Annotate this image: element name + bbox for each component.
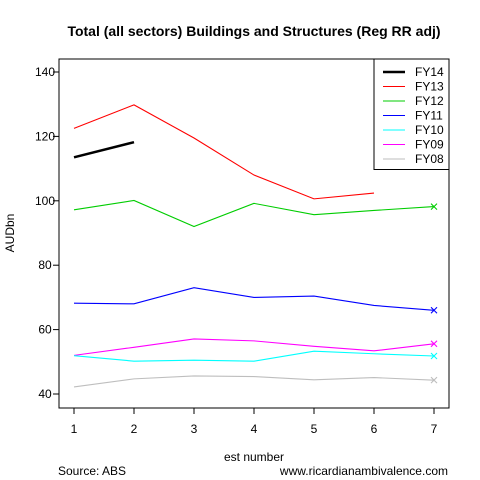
series-line-fy13 <box>73 104 375 200</box>
series-end-marker-fy08 <box>430 376 438 384</box>
legend-label-fy14: FY14 <box>415 65 444 79</box>
website-note: www.ricardianambivalence.com <box>279 464 448 478</box>
y-tick-label: 100 <box>35 194 55 208</box>
series-end-marker-fy09 <box>430 340 438 348</box>
series-line-fy14 <box>73 140 135 159</box>
series-end-marker-fy12 <box>430 203 438 210</box>
x-tick-label: 4 <box>251 422 258 436</box>
legend-label-fy09: FY09 <box>415 138 444 152</box>
series-end-marker-fy11 <box>430 306 438 314</box>
y-tick-label: 60 <box>38 323 52 337</box>
series-end-marker-fy10 <box>430 352 438 360</box>
x-axis: 1 2 3 4 5 6 7 <box>71 408 438 436</box>
series-line-fy10 <box>73 350 435 362</box>
chart-title: Total (all sectors) Buildings and Struct… <box>67 23 440 39</box>
x-tick-label: 5 <box>311 422 318 436</box>
y-tick-label: 80 <box>38 258 52 272</box>
x-tick-label: 1 <box>71 422 78 436</box>
series-line-fy11 <box>73 287 435 311</box>
legend-label-fy13: FY13 <box>415 80 444 94</box>
series-line-fy08 <box>73 375 435 388</box>
x-tick-label: 7 <box>431 422 438 436</box>
legend-box <box>373 58 450 170</box>
y-tick-label: 120 <box>35 129 55 143</box>
x-axis-label: est number <box>224 450 284 464</box>
series-line-fy09 <box>73 338 435 356</box>
legend-label-fy08: FY08 <box>415 152 444 166</box>
series-line-fy12 <box>73 199 435 228</box>
y-tick-label: 140 <box>35 65 55 79</box>
x-tick-label: 3 <box>191 422 198 436</box>
x-tick-label: 6 <box>371 422 378 436</box>
series-layer <box>73 104 438 388</box>
y-tick-label: 40 <box>38 387 52 401</box>
x-tick-label: 2 <box>131 422 138 436</box>
legend-label-fy11: FY11 <box>415 109 443 123</box>
source-note: Source: ABS <box>58 464 126 478</box>
y-axis: 40 60 80 100 120 140 <box>35 65 59 401</box>
legend-label-fy12: FY12 <box>415 94 444 108</box>
y-axis-label: AUDbn <box>3 214 17 253</box>
legend-label-fy10: FY10 <box>415 123 444 137</box>
